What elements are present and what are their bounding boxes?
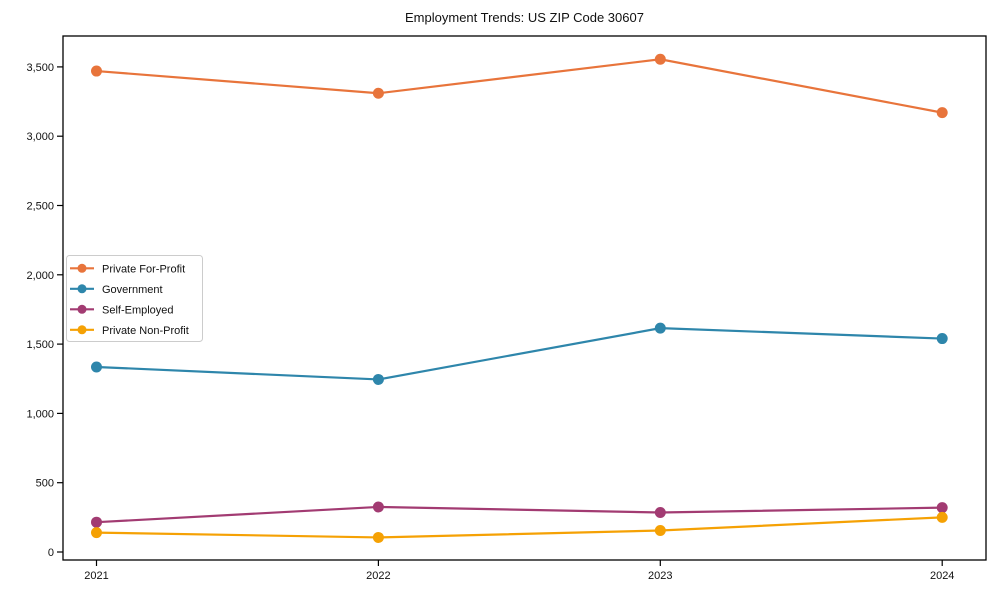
legend-item-private-non-profit: Private Non-Profit [70, 325, 189, 337]
series-line-self-employed [96, 505, 943, 524]
data-point-private-for-profit-2022 [372, 87, 384, 99]
legend-item-private-for-profit: Private For-Profit [70, 263, 185, 275]
data-point-private-for-profit-2023 [654, 53, 666, 65]
data-point-self-employed-2023 [654, 506, 666, 518]
x-axis-tick-label: 2024 [930, 570, 954, 582]
data-point-government-2022 [372, 373, 384, 385]
data-point-government-2024 [936, 333, 948, 345]
data-point-government-2021 [91, 361, 102, 373]
series-line-government [96, 327, 943, 381]
legend: Private For-Profit Government Self-Employe… [66, 255, 203, 342]
x-axis-tick-label: 2022 [366, 570, 390, 582]
data-point-private-non-profit-2022 [372, 531, 384, 543]
y-axis-tick-label: 1,000 [26, 408, 54, 420]
y-axis-tick-label: 2,500 [26, 201, 54, 213]
data-point-private-non-profit-2021 [91, 527, 102, 539]
legend-swatch-marker [77, 304, 87, 314]
y-axis-tick-label: 2,000 [26, 270, 54, 282]
legend-label: Self-Employed [102, 304, 174, 316]
y-axis-tick-label: 3,500 [26, 62, 54, 74]
y-axis-tick-label: 500 [36, 478, 54, 490]
legend-label: Government [102, 284, 163, 296]
legend-label: Private Non-Profit [102, 325, 189, 337]
legend-swatch-marker [77, 263, 87, 273]
data-point-private-for-profit-2024 [936, 107, 948, 119]
data-point-private-for-profit-2021 [91, 65, 102, 77]
data-point-self-employed-2021 [91, 516, 102, 528]
data-point-self-employed-2024 [936, 502, 948, 514]
x-axis-tick-label: 2023 [648, 570, 672, 582]
data-point-private-non-profit-2023 [654, 525, 666, 537]
legend-item-government: Government [70, 284, 163, 296]
plot-frame [62, 35, 987, 561]
chart-title: Employment Trends: US ZIP Code 30607 [405, 10, 644, 25]
data-point-private-non-profit-2024 [936, 511, 948, 523]
data-point-government-2023 [654, 322, 666, 334]
legend-box [66, 255, 203, 342]
series-line-private-for-profit [96, 58, 943, 114]
legend-item-self-employed: Self-Employed [70, 304, 174, 316]
y-axis-tick-label: 1,500 [26, 339, 54, 351]
data-point-self-employed-2022 [372, 501, 384, 513]
y-axis-tick-label: 0 [48, 547, 54, 559]
legend-swatch-marker [77, 284, 87, 294]
legend-swatch-marker [77, 325, 87, 335]
x-axis-tick-label: 2021 [84, 570, 108, 582]
legend-label: Private For-Profit [102, 263, 185, 275]
y-axis-tick-label: 3,000 [26, 131, 54, 143]
series-line-private-non-profit [96, 516, 943, 539]
